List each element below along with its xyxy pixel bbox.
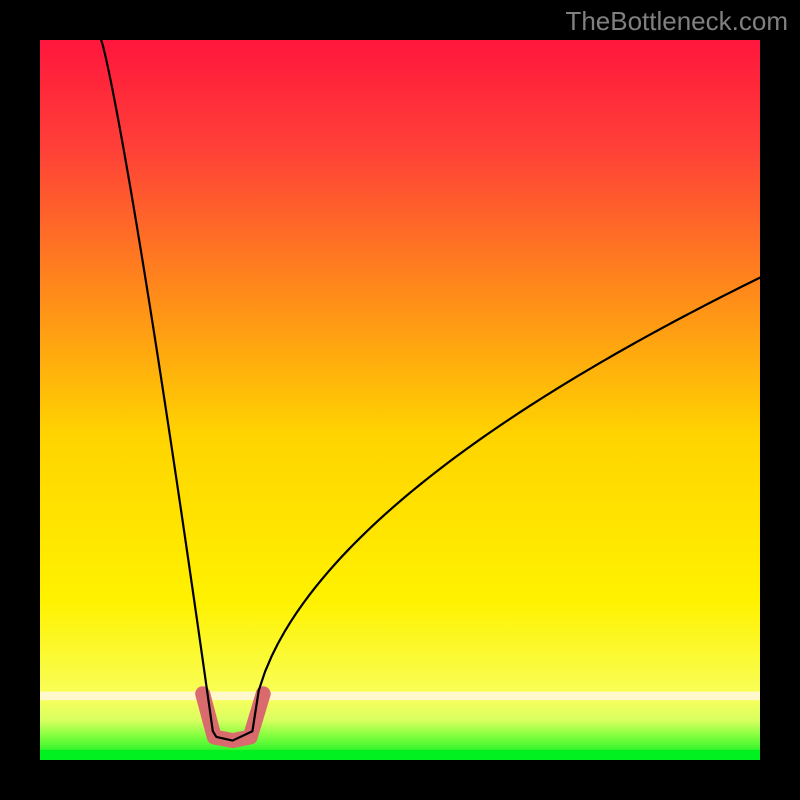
cream-band — [40, 692, 760, 701]
gradient-background — [40, 40, 760, 760]
green-strip — [40, 750, 760, 760]
outer-frame: TheBottleneck.com — [0, 0, 800, 800]
plot-area — [40, 40, 760, 760]
watermark-text: TheBottleneck.com — [565, 6, 788, 37]
plot-svg — [40, 40, 760, 760]
